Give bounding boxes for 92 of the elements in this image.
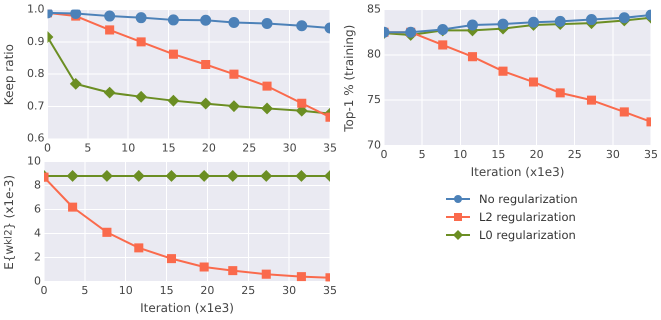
x-tick-label: 35 bbox=[323, 141, 337, 154]
point bbox=[296, 170, 307, 182]
y-tick-label: 75 bbox=[366, 92, 381, 106]
point bbox=[586, 14, 597, 26]
legend-label: No regularization bbox=[479, 192, 578, 206]
point bbox=[260, 170, 272, 182]
point bbox=[554, 16, 566, 27]
y-tick-label: 4 bbox=[34, 226, 41, 240]
y-tick-label: 70 bbox=[366, 138, 381, 152]
x-axis-title: Iteration (x1e3) bbox=[470, 164, 564, 179]
x-tick-label: 25 bbox=[568, 148, 582, 161]
point bbox=[136, 37, 146, 46]
x-tick-label: 10 bbox=[118, 284, 133, 297]
point bbox=[134, 243, 144, 252]
x-tick-label: 15 bbox=[160, 284, 174, 297]
x-tick-label: 30 bbox=[282, 141, 297, 154]
x-tick-label: 25 bbox=[241, 284, 256, 297]
y-tick-label: 80 bbox=[366, 48, 381, 61]
y-tick-label: 1.0 bbox=[26, 2, 44, 16]
point bbox=[262, 82, 272, 91]
point bbox=[166, 170, 177, 182]
point bbox=[68, 202, 78, 212]
x-tick-label: 5 bbox=[84, 141, 92, 154]
x-tick-label: 15 bbox=[162, 141, 176, 154]
point bbox=[136, 91, 147, 102]
point bbox=[528, 16, 540, 28]
point bbox=[168, 95, 179, 106]
y-axis-title: Keep ratio bbox=[2, 42, 16, 107]
y-tick-label: 85 bbox=[366, 2, 381, 16]
point bbox=[105, 25, 114, 34]
legend-label: L2 regularization bbox=[479, 210, 576, 224]
point bbox=[200, 14, 212, 26]
point bbox=[200, 262, 209, 272]
point bbox=[102, 228, 112, 237]
point bbox=[262, 102, 273, 114]
x-tick-label: 5 bbox=[81, 284, 88, 297]
point bbox=[498, 18, 509, 30]
point bbox=[618, 12, 630, 24]
point bbox=[136, 12, 147, 24]
y-tick-label: 8 bbox=[34, 178, 41, 192]
x-tick-label: 20 bbox=[202, 141, 216, 154]
point bbox=[70, 78, 82, 90]
point bbox=[262, 18, 273, 29]
point bbox=[198, 170, 210, 182]
x-tick-label: 20 bbox=[530, 148, 544, 161]
y-tick-label: 0.7 bbox=[26, 99, 44, 112]
point bbox=[104, 87, 116, 98]
point bbox=[133, 170, 144, 182]
point bbox=[556, 88, 565, 98]
point bbox=[228, 100, 240, 112]
x-tick-label: 35 bbox=[323, 284, 337, 297]
y-tick-label: 0 bbox=[34, 274, 41, 288]
point bbox=[498, 66, 508, 76]
y-tick-label: 0.6 bbox=[26, 132, 44, 145]
point bbox=[67, 170, 78, 182]
x-tick-label: 20 bbox=[200, 284, 214, 297]
point bbox=[528, 77, 538, 87]
y-tick-label: 0.8 bbox=[26, 67, 44, 80]
point bbox=[101, 170, 112, 182]
y-tick-label: 2 bbox=[34, 250, 41, 264]
x-axis-title: Iteration (x1e3) bbox=[140, 300, 234, 315]
legend-label: L0 regularization bbox=[479, 228, 576, 242]
point bbox=[201, 60, 210, 70]
point bbox=[296, 272, 306, 282]
point bbox=[168, 50, 178, 59]
point bbox=[620, 107, 629, 116]
point bbox=[262, 270, 271, 279]
x-tick-label: 10 bbox=[453, 148, 468, 161]
y-tick-label: 0.9 bbox=[26, 34, 44, 48]
y-tick-label: 6 bbox=[34, 202, 41, 216]
point bbox=[229, 70, 238, 79]
x-tick-label: 30 bbox=[606, 148, 620, 161]
x-tick-label: 35 bbox=[644, 148, 658, 161]
point bbox=[466, 19, 478, 30]
point bbox=[468, 52, 478, 62]
x-tick-label: 15 bbox=[491, 148, 506, 161]
point bbox=[438, 40, 448, 50]
point bbox=[228, 266, 238, 276]
point bbox=[228, 17, 240, 28]
point bbox=[200, 98, 212, 110]
x-tick-label: 5 bbox=[418, 148, 426, 161]
point bbox=[297, 98, 306, 108]
point bbox=[227, 170, 238, 182]
x-tick-label: 30 bbox=[282, 284, 296, 297]
x-tick-label: 10 bbox=[121, 141, 136, 154]
point bbox=[166, 254, 176, 264]
point bbox=[586, 96, 596, 105]
point bbox=[104, 10, 116, 22]
point bbox=[296, 20, 308, 32]
x-tick-label: 25 bbox=[242, 141, 256, 154]
y-axis-title: Top-1 % (training) bbox=[342, 22, 356, 134]
point bbox=[168, 14, 179, 26]
